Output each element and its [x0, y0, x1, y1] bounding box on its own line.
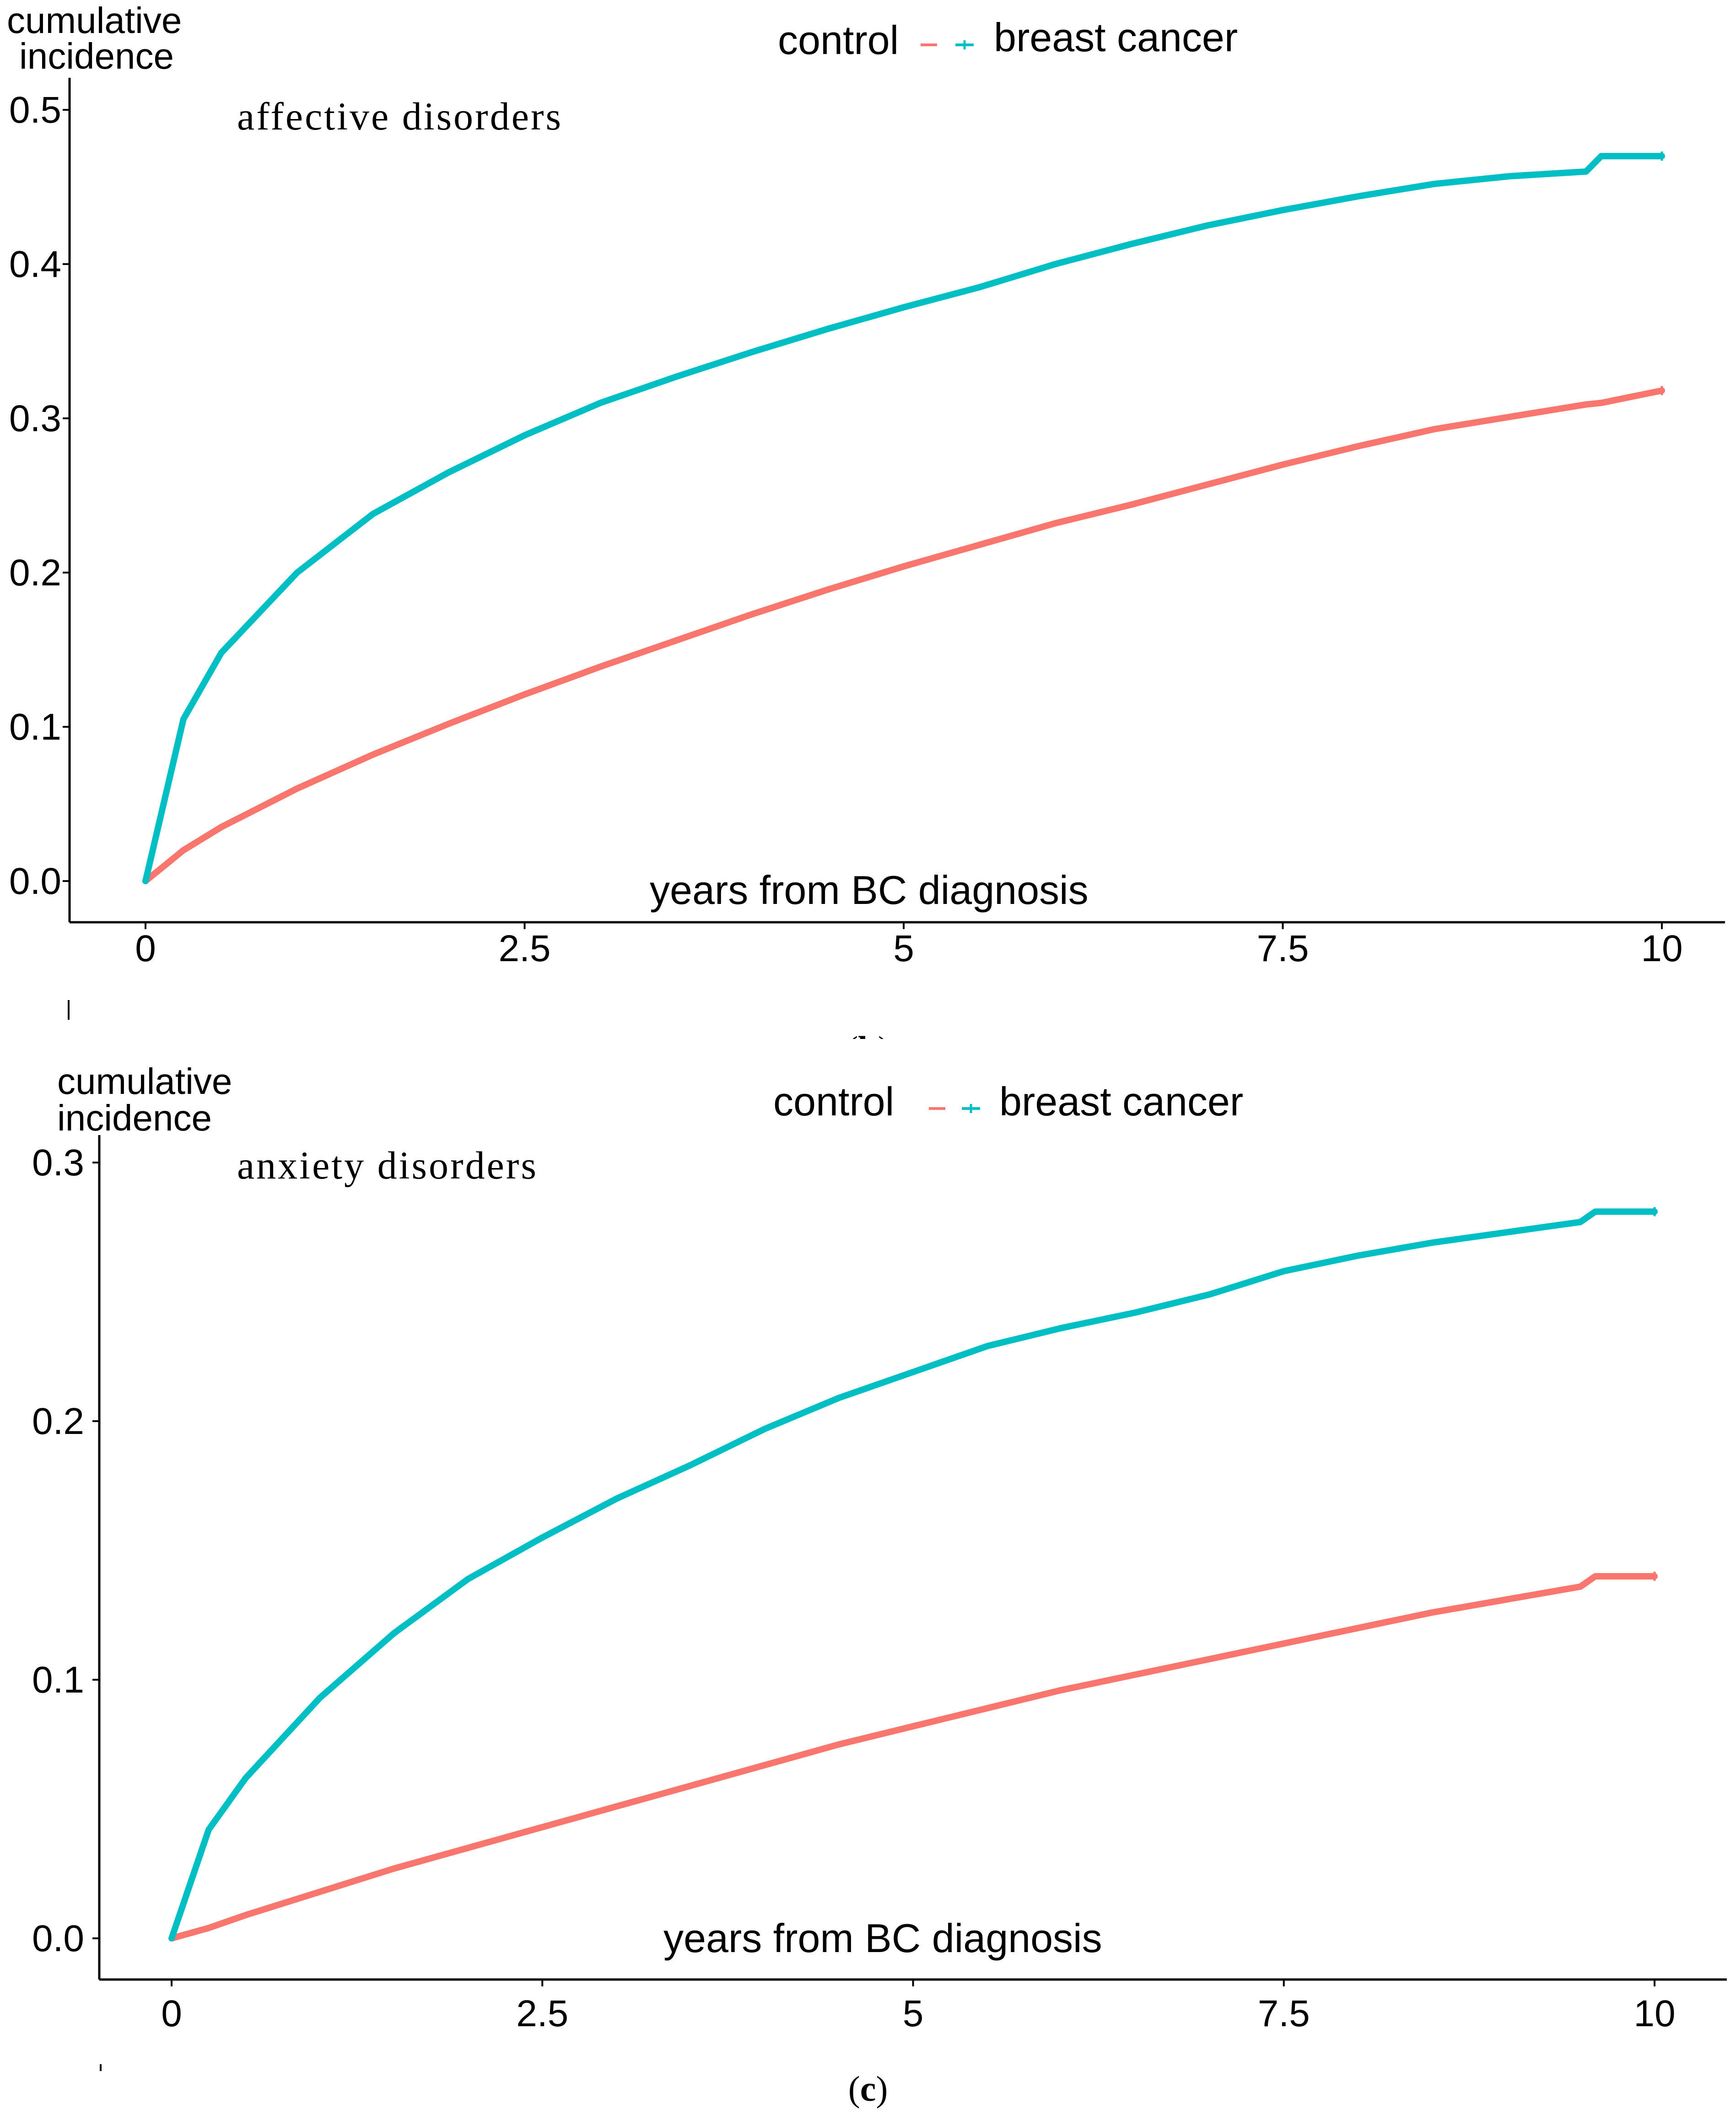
legend-label-breast-cancer: breast cancer — [994, 15, 1238, 60]
legend-label-control: control — [778, 17, 899, 63]
y-tick-label: 0.0 — [32, 1918, 84, 1959]
y-tick-label: 0.1 — [9, 706, 61, 748]
anxiety-disorders-chart: cumulative incidence control breast canc… — [32, 1066, 1727, 2109]
x-tick-label: 10 — [1641, 928, 1682, 969]
y-tick-label: 0.1 — [32, 1659, 84, 1701]
x-tick-label: 7.5 — [1258, 1993, 1310, 2034]
series-line-control — [142, 387, 1665, 884]
x-tick-label: 0 — [161, 1993, 182, 2034]
chart-panel-c: cumulative incidence control breast canc… — [0, 1066, 1736, 2115]
y-axis-label-line1: cumulative — [7, 0, 182, 41]
x-tick-label: 7.5 — [1257, 928, 1309, 969]
y-tick-label: 0.4 — [9, 243, 61, 285]
chart-inner-title: affective disorders — [237, 94, 563, 138]
y-axis-label-line2: incidence — [19, 36, 174, 76]
x-axis-label: years from BC diagnosis — [650, 867, 1089, 913]
legend-label-breast-cancer: breast cancer — [999, 1079, 1243, 1124]
legend-key-breast-cancer — [955, 40, 974, 49]
y-tick-label: 0.0 — [9, 860, 61, 902]
y-axis-label-line1: cumulative — [57, 1066, 232, 1102]
affective-disorders-chart: cumulative incidence control breast canc… — [7, 0, 1725, 1039]
series-line-control — [168, 1573, 1658, 1942]
chart-panel-b: cumulative incidence control breast canc… — [0, 0, 1736, 1039]
y-tick-label: 0.2 — [32, 1401, 84, 1442]
series-line-breast-cancer — [168, 1208, 1658, 1942]
y-axis-label-line2: incidence — [57, 1098, 212, 1138]
chart-inner-title: anxiety disorders — [237, 1143, 538, 1187]
legend-label-control: control — [773, 1079, 894, 1124]
panel-label-c: (c) — [848, 2069, 888, 2109]
x-tick-label: 2.5 — [516, 1993, 568, 2034]
panel-label-b: (b) — [846, 1029, 890, 1039]
series-line-breast-cancer — [142, 153, 1665, 884]
x-tick-label: 5 — [893, 928, 914, 969]
x-tick-label: 5 — [903, 1993, 924, 2034]
x-axis-label: years from BC diagnosis — [663, 1915, 1102, 1961]
x-tick-label: 0 — [135, 928, 156, 969]
x-tick-label: 10 — [1634, 1993, 1675, 2034]
y-tick-label: 0.2 — [9, 552, 61, 594]
x-tick-label: 2.5 — [499, 928, 551, 969]
y-tick-label: 0.5 — [9, 89, 61, 131]
y-tick-label: 0.3 — [32, 1142, 84, 1184]
y-tick-label: 0.3 — [9, 398, 61, 439]
legend-key-breast-cancer — [962, 1104, 980, 1113]
